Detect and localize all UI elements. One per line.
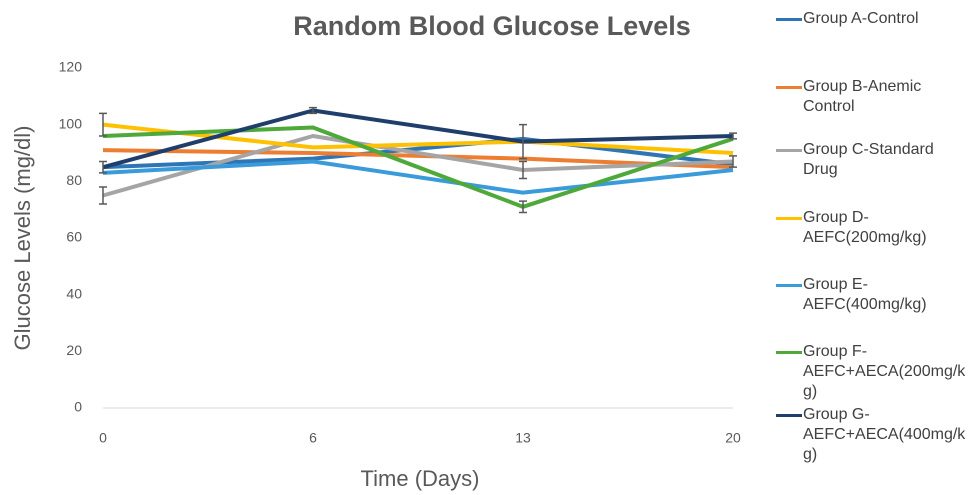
error-bar [519, 160, 527, 180]
x-tick-label: 13 [515, 430, 531, 446]
legend-item: Group F-AEFC+AECA(200mg/kg) [776, 342, 972, 402]
series-line [102, 136, 734, 170]
y-tick-label: 120 [59, 59, 83, 75]
legend-label: Group A-Control [803, 10, 919, 27]
x-tick-label: 6 [309, 430, 317, 446]
legend-item: Group G-AEFC+AECA(400mg/kg) [776, 405, 972, 465]
y-tick-label: 80 [66, 172, 82, 188]
error-bar [99, 186, 107, 205]
legend-label: Group B-Anemic Control [803, 78, 922, 115]
legend-swatch [776, 149, 802, 152]
legend-label: Group E-AEFC(400mg/kg) [803, 276, 927, 313]
legend-label: Group G-AEFC+AECA(400mg/kg) [803, 406, 966, 463]
legend-item: Group B-Anemic Control [776, 77, 972, 117]
y-axis-title: Glucose Levels (mg/dl) [10, 126, 35, 351]
legend-label: Group F-AEFC+AECA(200mg/kg) [803, 343, 966, 400]
series-line [102, 159, 734, 195]
error-bar [309, 106, 317, 115]
legend-swatch [776, 414, 802, 417]
chart-title: Random Blood Glucose Levels [293, 11, 691, 41]
error-bar [729, 132, 737, 140]
legend-item: Group A-Control [776, 9, 972, 29]
x-tick-label: 0 [99, 430, 107, 446]
series-line [102, 125, 734, 209]
y-tick-label: 40 [66, 285, 82, 301]
y-tick-label: 0 [74, 399, 82, 415]
x-axis-title: Time (Days) [361, 466, 480, 491]
legend-swatch [776, 217, 802, 220]
series-line [102, 122, 734, 155]
error-bar [519, 200, 527, 214]
legend-swatch [776, 86, 802, 89]
error-bar [519, 123, 527, 160]
legend-swatch [776, 284, 802, 287]
y-tick-label: 100 [59, 115, 83, 131]
series-line [102, 148, 734, 170]
error-bar [99, 160, 107, 174]
legend-label: Group C-Standard Drug [803, 141, 934, 178]
legend-swatch [776, 18, 802, 21]
series-line [102, 108, 734, 170]
legend-item: Group C-Standard Drug [776, 140, 972, 180]
error-bar [729, 155, 737, 168]
legend-item: Group E-AEFC(400mg/kg) [776, 275, 972, 315]
legend-swatch [776, 351, 802, 354]
y-tick-label: 20 [66, 342, 82, 358]
y-tick-label: 60 [66, 229, 82, 245]
legend-label: Group D-AEFC(200mg/kg) [803, 209, 927, 246]
x-tick-label: 20 [725, 430, 741, 446]
error-bar [99, 112, 107, 137]
legend-item: Group D-AEFC(200mg/kg) [776, 208, 972, 248]
